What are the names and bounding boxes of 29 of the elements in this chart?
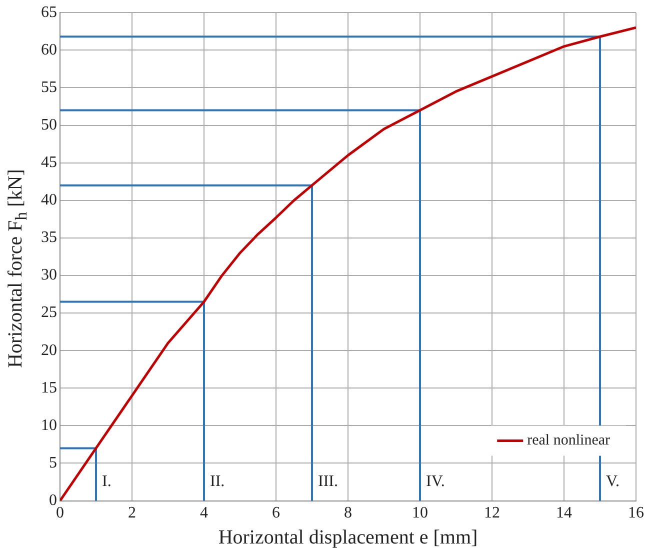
annotation: I. [102,472,112,490]
y-tick-label: 50 [41,116,57,134]
y-tick-label: 5 [49,454,57,472]
x-axis-title: Horizontal displacement e [mm] [218,526,478,548]
y-tick-label: 10 [41,416,57,434]
y-tick-label: 0 [49,492,57,510]
annotation: II. [210,472,225,490]
annotation: IV. [426,472,445,490]
x-tick-label: 2 [128,504,136,522]
y-tick-label: 25 [41,304,57,322]
y-tick-label: 20 [41,342,57,359]
y-tick-label: 30 [41,266,57,284]
x-tick-label: 10 [412,504,428,522]
x-tick-label: 12 [484,504,500,522]
y-tick-label: 45 [41,154,57,172]
y-tick-label: 40 [41,192,57,209]
annotation: V. [606,472,620,490]
legend-label: real nonlinear [527,432,610,449]
y-tick-label: 15 [41,379,57,396]
y-tick-label: 35 [41,229,57,246]
annotation: III. [318,472,338,490]
y-tick-label: 60 [41,41,57,58]
y-tick-label: 55 [41,78,57,96]
x-tick-label: 8 [344,504,352,522]
x-tick-label: 14 [556,504,572,522]
x-tick-label: 6 [272,504,280,522]
x-tick-label: 4 [200,504,208,522]
y-tick-label: 65 [41,4,57,21]
x-tick-label: 16 [628,504,644,522]
